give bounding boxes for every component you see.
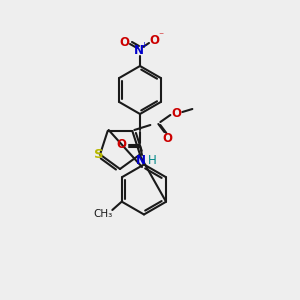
Text: O: O bbox=[116, 137, 126, 151]
Text: S: S bbox=[94, 148, 104, 161]
Text: CH₃: CH₃ bbox=[94, 209, 113, 219]
Text: O: O bbox=[162, 131, 172, 145]
Text: O: O bbox=[149, 34, 159, 47]
Text: N: N bbox=[134, 44, 144, 56]
Text: N: N bbox=[136, 154, 146, 167]
Text: H: H bbox=[148, 154, 156, 167]
Text: +: + bbox=[141, 40, 147, 50]
Text: O: O bbox=[171, 106, 181, 119]
Text: O: O bbox=[119, 35, 129, 49]
Text: ⁻: ⁻ bbox=[158, 31, 164, 41]
